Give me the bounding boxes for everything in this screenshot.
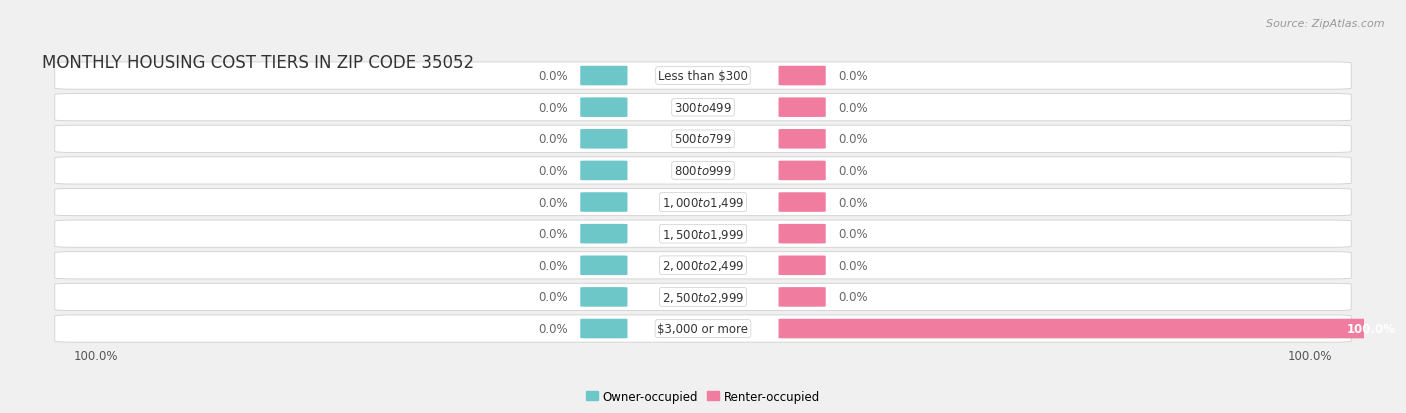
FancyBboxPatch shape — [581, 98, 627, 118]
FancyBboxPatch shape — [779, 256, 825, 275]
Text: 0.0%: 0.0% — [538, 164, 568, 178]
Text: 0.0%: 0.0% — [538, 70, 568, 83]
FancyBboxPatch shape — [779, 66, 825, 86]
Text: 0.0%: 0.0% — [538, 228, 568, 241]
FancyBboxPatch shape — [581, 287, 627, 307]
Text: $500 to $799: $500 to $799 — [673, 133, 733, 146]
FancyBboxPatch shape — [581, 66, 627, 86]
Text: $1,000 to $1,499: $1,000 to $1,499 — [662, 196, 744, 209]
Text: 100.0%: 100.0% — [73, 349, 118, 362]
FancyBboxPatch shape — [779, 224, 825, 244]
Text: Source: ZipAtlas.com: Source: ZipAtlas.com — [1267, 19, 1385, 28]
Text: 100.0%: 100.0% — [1288, 349, 1333, 362]
FancyBboxPatch shape — [779, 98, 825, 118]
Text: 0.0%: 0.0% — [538, 259, 568, 272]
FancyBboxPatch shape — [779, 319, 1406, 339]
FancyBboxPatch shape — [55, 221, 1351, 248]
Text: 0.0%: 0.0% — [838, 102, 868, 114]
Text: 0.0%: 0.0% — [538, 291, 568, 304]
FancyBboxPatch shape — [55, 252, 1351, 279]
FancyBboxPatch shape — [581, 319, 627, 339]
FancyBboxPatch shape — [581, 161, 627, 181]
Text: 0.0%: 0.0% — [538, 196, 568, 209]
Text: MONTHLY HOUSING COST TIERS IN ZIP CODE 35052: MONTHLY HOUSING COST TIERS IN ZIP CODE 3… — [42, 54, 474, 71]
Text: $3,000 or more: $3,000 or more — [658, 322, 748, 335]
Text: 0.0%: 0.0% — [838, 259, 868, 272]
Text: $2,000 to $2,499: $2,000 to $2,499 — [662, 259, 744, 273]
FancyBboxPatch shape — [779, 287, 825, 307]
FancyBboxPatch shape — [779, 193, 825, 212]
Text: 0.0%: 0.0% — [538, 322, 568, 335]
Text: 0.0%: 0.0% — [838, 291, 868, 304]
FancyBboxPatch shape — [55, 315, 1351, 342]
Text: 0.0%: 0.0% — [838, 196, 868, 209]
Text: Less than $300: Less than $300 — [658, 70, 748, 83]
FancyBboxPatch shape — [581, 193, 627, 212]
Text: $800 to $999: $800 to $999 — [673, 164, 733, 178]
Text: 0.0%: 0.0% — [538, 133, 568, 146]
FancyBboxPatch shape — [55, 157, 1351, 185]
FancyBboxPatch shape — [779, 161, 825, 181]
FancyBboxPatch shape — [55, 63, 1351, 90]
Text: 100.0%: 100.0% — [1347, 322, 1395, 335]
Text: 0.0%: 0.0% — [538, 102, 568, 114]
FancyBboxPatch shape — [55, 284, 1351, 311]
Legend: Owner-occupied, Renter-occupied: Owner-occupied, Renter-occupied — [581, 385, 825, 408]
FancyBboxPatch shape — [581, 256, 627, 275]
FancyBboxPatch shape — [55, 189, 1351, 216]
Text: 0.0%: 0.0% — [838, 164, 868, 178]
FancyBboxPatch shape — [581, 224, 627, 244]
Text: 0.0%: 0.0% — [838, 133, 868, 146]
Text: 0.0%: 0.0% — [838, 228, 868, 241]
Text: $300 to $499: $300 to $499 — [673, 102, 733, 114]
Text: $2,500 to $2,999: $2,500 to $2,999 — [662, 290, 744, 304]
FancyBboxPatch shape — [55, 94, 1351, 121]
FancyBboxPatch shape — [779, 130, 825, 149]
Text: $1,500 to $1,999: $1,500 to $1,999 — [662, 227, 744, 241]
Text: 0.0%: 0.0% — [838, 70, 868, 83]
FancyBboxPatch shape — [55, 126, 1351, 153]
FancyBboxPatch shape — [581, 130, 627, 149]
